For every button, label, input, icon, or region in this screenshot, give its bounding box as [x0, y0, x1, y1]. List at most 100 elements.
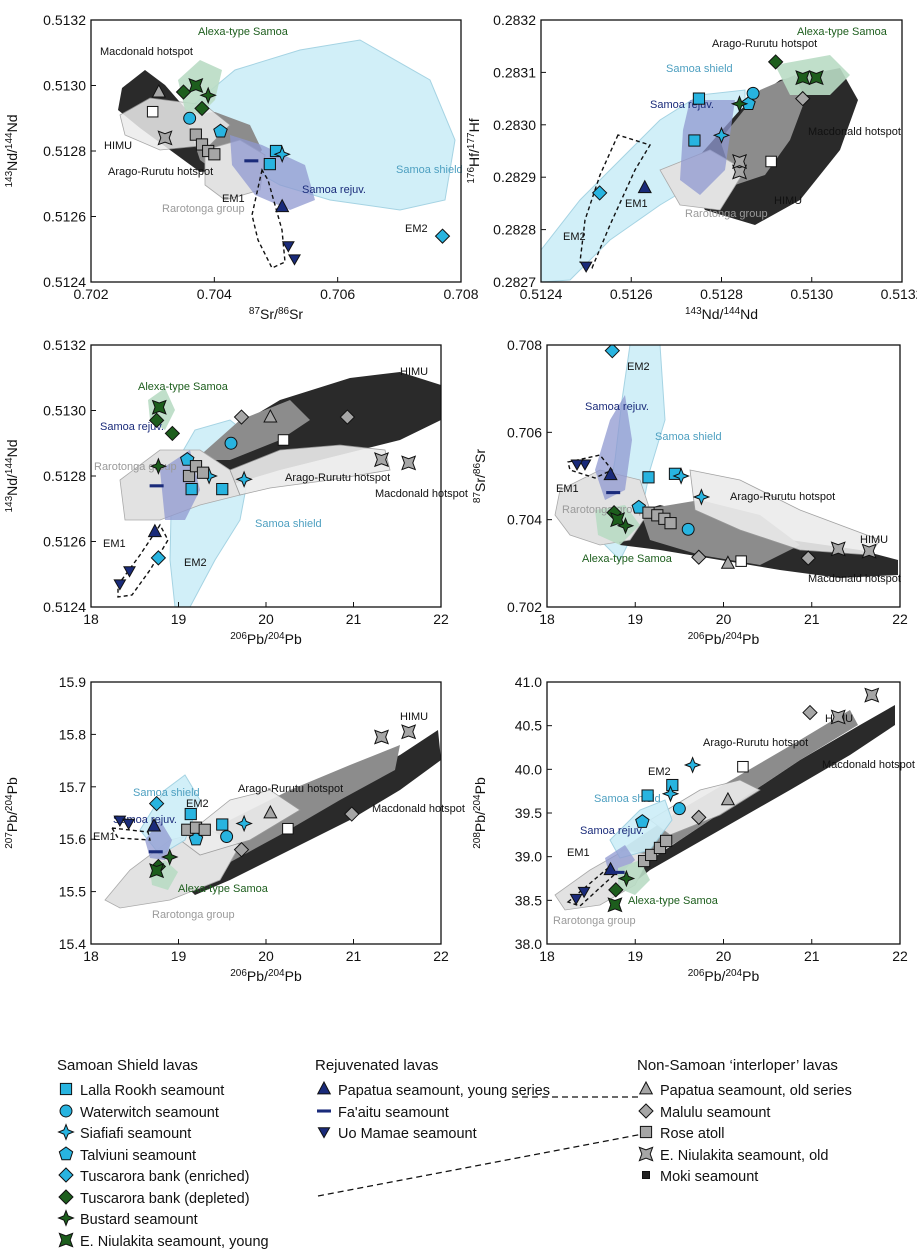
bowtie-icon	[637, 1145, 655, 1163]
label-rejuv: Samoa rejuv.	[585, 401, 649, 413]
label-macdonald: Macdonald hotspot	[100, 46, 193, 58]
data-point-square	[643, 472, 654, 483]
diamond-icon	[637, 1102, 655, 1120]
triangle-up-marker	[318, 1082, 331, 1094]
x-tick-label: 19	[627, 948, 643, 964]
legend-rejuv-title: Rejuvenated lavas	[315, 1056, 550, 1076]
legend-interloper-row: Malulu seamount	[637, 1102, 852, 1124]
data-point-triangle-down	[124, 567, 135, 577]
y-tick-label: 15.5	[59, 884, 86, 900]
y-tick-label: 15.6	[59, 831, 86, 847]
data-point-square	[689, 135, 700, 146]
data-point-square	[217, 819, 228, 830]
data-point-triangle-down	[114, 580, 125, 590]
y-axis-label: 176Hf/177Hf	[466, 118, 483, 183]
label-rarotonga: Rarotonga group	[685, 208, 768, 220]
y-axis-label: 143Nd/144Nd	[4, 439, 21, 512]
label-macdonald: Macdonald hotspot	[822, 759, 915, 771]
y-tick-label: 0.704	[507, 512, 542, 528]
x-tick-label: 19	[627, 611, 643, 627]
x-axis-label: 206Pb/204Pb	[230, 968, 302, 985]
data-point-bowtie	[158, 131, 171, 144]
x-tick-label: 20	[258, 948, 274, 964]
data-point-circle	[221, 831, 233, 843]
y-tick-label: 0.708	[507, 337, 542, 353]
label-em2: EM2	[648, 766, 671, 778]
data-point-bowtie	[810, 71, 823, 84]
panel-pb-207pb: HIMU Samoa shield EM2 Arago-Rurutu hotsp…	[93, 711, 465, 921]
label-shield: Samoa shield	[396, 164, 463, 176]
legend-shield-row: Siafiafi seamount	[57, 1123, 269, 1145]
label-arago: Arago-Rurutu hotspot	[238, 783, 343, 795]
data-point-bar	[244, 159, 258, 162]
y-axis-label: 143Nd/144Nd	[4, 114, 21, 187]
data-point-square	[667, 779, 678, 790]
star4-marker	[59, 1211, 74, 1226]
legend-rejuv-label: Uo Mamae seamount	[338, 1126, 477, 1142]
y-tick-label: 0.5126	[43, 209, 86, 225]
label-em1: EM1	[93, 831, 116, 843]
y-axis-label: 208Pb/204Pb	[472, 777, 489, 849]
label-alexa: Alexa-type Samoa	[628, 895, 719, 907]
y-tick-label: 38.0	[515, 936, 542, 952]
data-point-circle	[225, 437, 237, 449]
star4-icon	[57, 1123, 75, 1141]
legend-interloper-label: Papatua seamount, old series	[660, 1083, 852, 1099]
data-point-square	[264, 159, 275, 170]
data-point-bar	[606, 491, 620, 494]
label-alexa: Alexa-type Samoa	[582, 553, 673, 565]
data-point-bowtie	[375, 730, 388, 743]
bowtie-marker	[639, 1147, 652, 1160]
label-rarotonga: Rarotonga group	[553, 915, 636, 927]
data-point-bowtie	[865, 688, 878, 701]
data-point-triangle-down	[289, 255, 300, 265]
data-point-bowtie	[733, 155, 746, 168]
legend-shield-label: Tuscarora bank (enriched)	[80, 1169, 250, 1185]
legend-rejuv-column: Rejuvenated lavas Papatua seamount, youn…	[315, 1056, 550, 1145]
y-tick-label: 0.5132	[43, 337, 86, 353]
y-tick-label: 0.5126	[43, 534, 86, 550]
data-point-bar	[150, 484, 164, 487]
x-tick-label: 20	[716, 948, 732, 964]
legend-shield-label: Waterwitch seamount	[80, 1105, 219, 1121]
square-icon	[637, 1123, 655, 1141]
x-tick-label: 21	[346, 611, 362, 627]
triangle-down-icon	[315, 1123, 333, 1141]
legend-interloper-label: Rose atoll	[660, 1126, 724, 1142]
legend-interloper-label: E. Niulakita seamount, old	[660, 1148, 828, 1164]
legend-shield-column: Samoan Shield lavas Lalla Rookh seamount…	[57, 1056, 269, 1252]
label-em2: EM2	[405, 223, 428, 235]
x-tick-label: 19	[171, 948, 187, 964]
data-point-diamond	[436, 229, 450, 243]
data-point-circle	[747, 87, 759, 99]
panel-pb-sr: EM2 Samoa rejuv. Samoa shield EM1 Raroto…	[555, 345, 901, 585]
data-point-diamond	[605, 344, 619, 358]
diamond-icon	[57, 1166, 75, 1184]
y-tick-label: 0.706	[507, 424, 542, 440]
diamond-marker	[639, 1104, 653, 1118]
y-tick-label: 15.8	[59, 726, 86, 742]
label-shield: Samoa shield	[655, 431, 722, 443]
triangle-up-icon	[637, 1080, 655, 1098]
x-tick-label: 22	[892, 611, 908, 627]
x-tick-label: 0.5126	[610, 286, 653, 302]
data-point-bowtie	[189, 79, 202, 92]
legend-interloper-row: E. Niulakita seamount, old	[637, 1145, 852, 1167]
data-point-bowtie	[150, 864, 163, 877]
x-tick-label: 21	[804, 948, 820, 964]
legend-interloper-label: Moki seamount	[660, 1169, 758, 1185]
y-tick-label: 15.7	[59, 779, 86, 795]
y-tick-label: 39.5	[515, 805, 542, 821]
data-point-circle	[673, 803, 685, 815]
legend-interloper-row: Moki seamount	[637, 1166, 852, 1188]
y-axis-label: 87Sr/86Sr	[472, 449, 489, 503]
y-tick-label: 0.2829	[493, 169, 536, 185]
y-tick-label: 39.0	[515, 849, 542, 865]
data-point-diamond	[151, 551, 165, 565]
data-point-circle	[184, 112, 196, 124]
fields	[541, 55, 858, 282]
data-point-bar	[611, 871, 625, 874]
label-macdonald: Macdonald hotspot	[375, 488, 468, 500]
label-macdonald: Macdonald hotspot	[808, 573, 901, 585]
